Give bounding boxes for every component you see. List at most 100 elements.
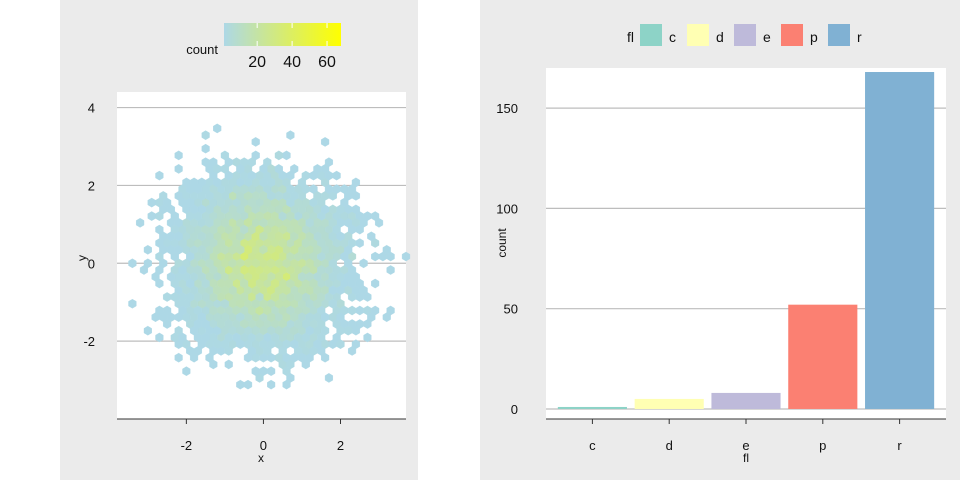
bar-legend-label-e: e	[763, 29, 771, 45]
hexbin-cell	[336, 204, 345, 215]
hexbin-cell	[174, 352, 183, 363]
hexbin-cell	[267, 258, 276, 269]
hexbin-cell	[236, 379, 245, 390]
hexbin-legend-title: count	[186, 42, 218, 57]
hexbin-cell	[336, 325, 345, 336]
bar-c	[557, 406, 627, 409]
hexbin-cell	[255, 211, 264, 221]
hexbin-cell	[178, 332, 187, 343]
bar-x-axis-label: fl	[743, 451, 749, 465]
hexbin-cell	[174, 312, 183, 323]
hexbin-cell	[321, 137, 330, 147]
bar-chart: 0 50 100 150 c d e p r fl c d e p r fl count	[495, 24, 946, 465]
hexbin-cell	[290, 244, 299, 255]
hexbin-cell	[363, 292, 372, 302]
hexbin-cell	[155, 170, 164, 181]
bar-legend-label-c: c	[669, 29, 676, 45]
bar-legend-label-d: d	[716, 29, 724, 45]
hexbin-cell	[321, 352, 330, 363]
hexbin-cell	[363, 332, 372, 343]
hexbin-cell	[232, 265, 241, 275]
hexbin-cell	[201, 130, 210, 141]
hexbin-cell	[197, 339, 206, 350]
hexbin-cell	[382, 244, 391, 255]
bar-y-tick-label: 50	[504, 302, 518, 317]
hexbin-cell	[355, 224, 364, 235]
hexbin-cell	[201, 143, 210, 154]
hexbin-cell	[386, 305, 395, 316]
hexbin-cell	[336, 231, 345, 242]
hexbin-cell	[309, 278, 318, 289]
hexbin-cell	[259, 231, 268, 242]
hexbin-legend-colorbar	[224, 23, 341, 46]
hexbin-cell	[371, 278, 380, 289]
hexbin-cell	[240, 278, 249, 289]
bar-legend-label-r: r	[857, 29, 862, 45]
hexbin-cell	[224, 170, 233, 181]
hexbin-cell	[209, 265, 218, 275]
hexbin-cell	[267, 177, 276, 188]
hexbin-cell	[293, 292, 303, 302]
hexbin-cell	[301, 359, 310, 370]
bar-legend-key-c	[640, 24, 662, 46]
hexbin-x-axis-label: x	[258, 451, 264, 465]
hexbin-cell	[186, 346, 195, 356]
hexbin-cell	[166, 271, 176, 282]
hexbin-cell	[139, 265, 149, 275]
hexbin-cell	[344, 325, 353, 336]
bar-x-tick-label: p	[819, 438, 826, 453]
hexbin-cell	[186, 224, 195, 235]
hexbin-cell	[290, 339, 299, 350]
bar-panel: 0 50 100 150 c d e p r fl c d e p r fl count	[480, 0, 960, 480]
hexbin-cell	[189, 204, 199, 215]
hexbin-cell	[297, 271, 307, 282]
hexbin-cell	[128, 258, 137, 269]
hexbin-cell	[328, 244, 337, 255]
hexbin-cell	[213, 123, 222, 134]
hexbin-cell	[236, 339, 245, 350]
hexbin-cell	[174, 231, 183, 242]
hexbin-cell	[162, 292, 172, 302]
hexbin-cell	[205, 191, 214, 201]
hexbin-cell	[375, 217, 384, 228]
hexbin-cell	[178, 197, 187, 208]
hexbin-y-tick-label: 2	[88, 178, 95, 193]
hexbin-cell	[267, 366, 276, 377]
hexbin-cell	[401, 251, 411, 262]
bar-x-tick-label: r	[897, 438, 902, 453]
hexbin-cell	[155, 238, 164, 248]
hexbin-cell	[197, 231, 206, 242]
hexbin-cell	[178, 292, 187, 302]
hexbin-cell	[220, 339, 230, 350]
hexbin-legend-tick-label: 40	[283, 54, 301, 71]
hexbin-cell	[247, 197, 256, 208]
bar-y-tick-label: 150	[496, 101, 518, 116]
hexbin-cell	[220, 217, 230, 228]
hexbin-cell	[135, 217, 145, 228]
hexbin-cell	[293, 319, 303, 329]
hexbin-cell	[213, 244, 222, 255]
hexbin-cell	[348, 238, 357, 248]
hexbin-cell	[213, 285, 222, 296]
hexbin-cell	[290, 164, 299, 174]
hexbin-cell	[297, 177, 307, 188]
hexbin-cell	[251, 137, 260, 147]
bar-e	[711, 392, 781, 409]
hexbin-cell	[305, 217, 314, 228]
hexbin-cell	[324, 373, 333, 383]
hexbin-cell	[213, 164, 222, 174]
hexbin-cell	[282, 379, 291, 390]
bar-x-tick-label: e	[742, 438, 749, 453]
hexbin-cell	[386, 265, 395, 275]
hexbin-cell	[240, 184, 249, 194]
bar-d	[634, 398, 704, 409]
hexbin-cell	[297, 204, 307, 215]
bar-x-tick-label: c	[589, 438, 596, 453]
hexbin-cell	[321, 312, 330, 323]
hexbin-cell	[363, 211, 372, 221]
bar-legend-title: fl	[627, 29, 634, 45]
hexbin-cell	[259, 271, 268, 282]
hexbin-cell	[147, 211, 156, 221]
bar-legend-key-p	[781, 24, 803, 46]
hexbin-cell	[186, 278, 195, 289]
